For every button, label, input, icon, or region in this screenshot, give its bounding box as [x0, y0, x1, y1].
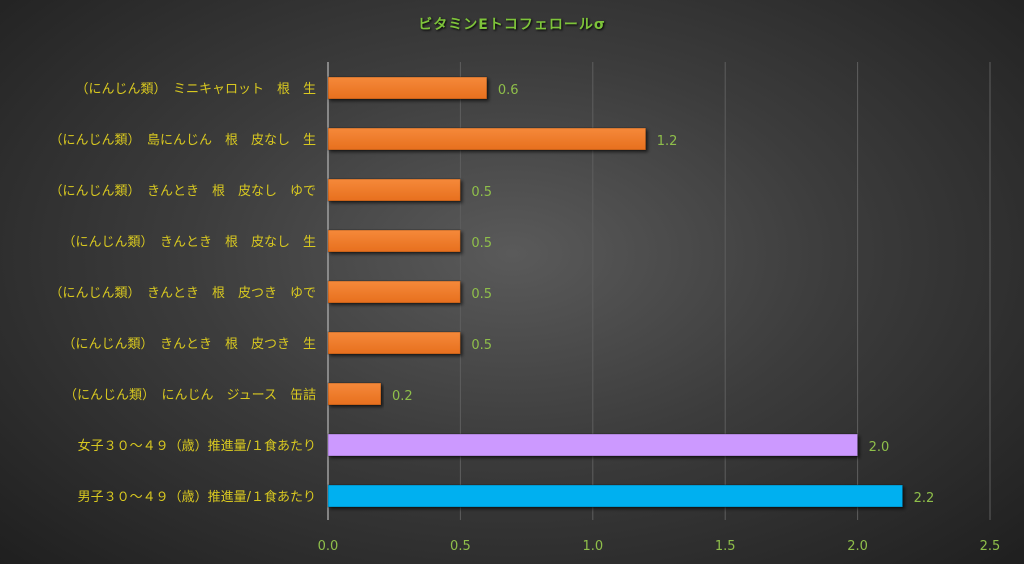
x-tick-label: 2.0 — [847, 539, 868, 554]
x-tick-label: 0.5 — [450, 539, 471, 554]
x-tick-label: 1.5 — [715, 539, 736, 554]
bar — [327, 127, 647, 151]
data-label: 0.6 — [498, 83, 519, 98]
bar — [327, 76, 488, 100]
data-label: 2.0 — [869, 440, 890, 455]
data-label: 0.5 — [471, 236, 492, 251]
x-tick-label: 2.5 — [980, 539, 1001, 554]
data-label: 0.5 — [471, 287, 492, 302]
chart-title: ビタミンEトコフェロールσ — [418, 17, 606, 33]
bar — [327, 484, 904, 508]
data-label: 0.5 — [471, 338, 492, 353]
category-label: （にんじん類） にんじん ジュース 缶詰 — [64, 387, 316, 403]
category-label: （にんじん類） きんとき 根 皮つき ゆで — [49, 286, 316, 301]
category-label: 女子３０～４９（歳）推進量/１食あたり — [78, 438, 316, 454]
bar — [327, 331, 461, 355]
x-tick-label: 0.0 — [318, 539, 339, 554]
category-label: （にんじん類） きんとき 根 皮なし ゆで — [49, 184, 316, 199]
bar — [327, 229, 461, 253]
category-label: （にんじん類） きんとき 根 皮なし 生 — [62, 235, 316, 250]
category-label: （にんじん類） ミニキャロット 根 生 — [75, 82, 316, 97]
data-label: 0.2 — [392, 389, 413, 404]
data-label: 2.2 — [914, 491, 935, 506]
category-label: （にんじん類） きんとき 根 皮つき 生 — [62, 337, 316, 352]
data-label: 0.5 — [471, 185, 492, 200]
category-label: 男子３０～４９（歳）推進量/１食あたり — [78, 489, 316, 505]
bar — [327, 280, 461, 304]
x-tick-label: 1.0 — [582, 539, 603, 554]
bar — [327, 178, 461, 202]
data-label: 1.2 — [657, 134, 678, 149]
bar — [327, 433, 859, 457]
category-label: （にんじん類） 島にんじん 根 皮なし 生 — [49, 133, 316, 148]
bar — [327, 382, 382, 406]
